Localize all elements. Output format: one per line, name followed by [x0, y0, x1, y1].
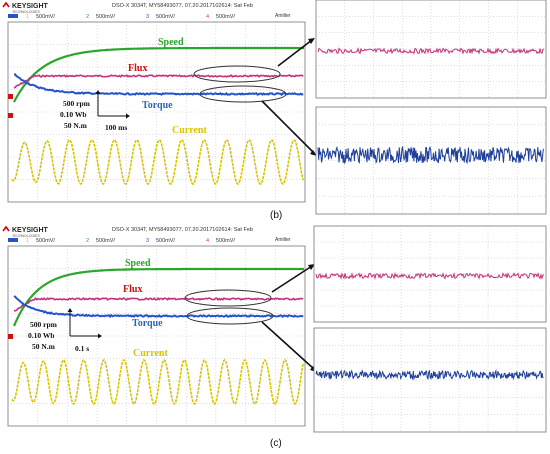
scope-panel-b: KEYSIGHT TECHNOLOGIES DSO-X 3034T, MY584…: [0, 0, 550, 222]
scale-rpm: 500 rpm: [30, 320, 58, 329]
channel-row: 1 500mV/2 500mV/3 500mV/4 500mV/: [26, 238, 235, 244]
scope-right-label: Amilter: [275, 237, 291, 243]
trace-group: [11, 46, 304, 185]
brand-subtitle: TECHNOLOGIES: [12, 10, 40, 14]
speed-label: Speed: [125, 258, 151, 269]
brand-subtitle: TECHNOLOGIES: [12, 234, 40, 238]
trace-group: [11, 267, 304, 406]
time-div-label: 0.1 s: [75, 344, 89, 353]
channel-number: 3: [146, 238, 149, 244]
torque-trace: [13, 73, 304, 97]
inset-grid: [314, 328, 546, 432]
scope-figure-c: KEYSIGHT TECHNOLOGIES DSO-X 3034T, MY584…: [2, 225, 547, 449]
torque-inset-trace: [317, 145, 544, 165]
screen-grid: [8, 22, 305, 202]
keysight-logo-icon: [2, 225, 10, 232]
torque-trace: [13, 295, 304, 319]
brand-name: KEYSIGHT: [12, 227, 49, 234]
flux-zoom-ellipse: [184, 289, 272, 307]
main-screen: [7, 21, 306, 203]
channel-scale: 500mV/: [216, 14, 235, 20]
flux-zoom-ellipse: [193, 65, 281, 83]
current-trace: [11, 139, 304, 185]
current-trace: [11, 358, 304, 406]
scale-nm: 50 N.m: [64, 121, 88, 130]
channel-bar: [8, 14, 18, 18]
time-scale-marker: [67, 308, 102, 339]
scope-header: KEYSIGHT TECHNOLOGIES DSO-X 3034T, MY584…: [2, 1, 291, 20]
time-div-label: 100 ms: [105, 123, 127, 132]
torque-label: Torque: [142, 100, 173, 111]
torque-zoom-ellipse: [199, 85, 287, 103]
flux-zoom-inset: [315, 0, 547, 99]
torque-zoom-inset: [313, 327, 547, 433]
channel-marker: [8, 94, 13, 99]
current-label: Current: [172, 125, 207, 136]
flux-trace: [13, 296, 304, 312]
channel-scale: 500mV/: [216, 238, 235, 244]
channel-number: 1: [26, 14, 29, 20]
channel-number: 1: [26, 238, 29, 244]
channel-bar: [8, 238, 18, 242]
channel-number: 4: [206, 238, 209, 244]
channel-number: 2: [86, 14, 89, 20]
time-scale-marker: [95, 90, 130, 119]
channel-marker: [8, 334, 13, 339]
torque-label: Torque: [132, 318, 163, 329]
channel-scale: 500mV/: [36, 238, 55, 244]
scope-right-label: Amilter: [275, 13, 291, 19]
flux-inset-trace: [315, 271, 545, 280]
inset-grid: [316, 107, 546, 214]
channel-scale: 500mV/: [96, 238, 115, 244]
scale-rpm: 500 rpm: [63, 99, 91, 108]
channel-number: 3: [146, 14, 149, 20]
scope-figure-b: KEYSIGHT TECHNOLOGIES DSO-X 3034T, MY584…: [2, 0, 547, 221]
flux-label: Flux: [123, 284, 142, 295]
flux-inset-trace: [317, 47, 545, 55]
channel-scale: 500mV/: [36, 14, 55, 20]
scale-nm: 50 N.m: [32, 342, 56, 351]
arrowhead: [308, 38, 315, 44]
channel-marker: [8, 113, 13, 118]
brand-name: KEYSIGHT: [12, 3, 49, 10]
panel-caption: (c): [270, 438, 282, 449]
channel-row: 1 500mV/2 500mV/3 500mV/4 500mV/: [26, 14, 235, 20]
torque-zoom-inset: [315, 106, 547, 215]
scope-info: DSO-X 3034T, MY58493077, 07.20.201710261…: [112, 227, 253, 233]
channel-scale: 500mV/: [156, 238, 175, 244]
main-screen: [7, 245, 306, 427]
keysight-logo-icon: [2, 1, 10, 8]
flux-label: Flux: [128, 63, 147, 74]
speed-trace: [12, 267, 304, 327]
flux-zoom-arrow: [277, 39, 313, 67]
torque-zoom-arrow: [261, 100, 315, 154]
flux-trace: [13, 74, 304, 89]
speed-label: Speed: [158, 37, 184, 48]
arrowhead: [310, 150, 317, 156]
channel-scale: 500mV/: [96, 14, 115, 20]
speed-trace: [13, 46, 304, 103]
torque-zoom-ellipse: [186, 307, 274, 325]
scope-info: DSO-X 3034T, MY58493077, 07.20.201710261…: [112, 3, 253, 9]
current-label: Current: [133, 348, 168, 359]
torque-zoom-arrow: [261, 321, 315, 370]
screen-grid: [8, 246, 305, 426]
scope-header: KEYSIGHT TECHNOLOGIES DSO-X 3034T, MY584…: [2, 225, 291, 244]
panel-caption: (b): [270, 210, 282, 221]
torque-inset-trace: [315, 369, 544, 381]
flux-zoom-inset: [313, 225, 547, 323]
scale-wb: 0.10 Wb: [28, 331, 55, 340]
scale-wb: 0.10 Wb: [60, 110, 87, 119]
arrowhead: [308, 264, 315, 270]
channel-scale: 500mV/: [156, 14, 175, 20]
scope-panel-c: KEYSIGHT TECHNOLOGIES DSO-X 3034T, MY584…: [0, 224, 550, 449]
flux-zoom-arrow: [271, 265, 313, 293]
channel-number: 2: [86, 238, 89, 244]
channel-number: 4: [206, 14, 209, 20]
